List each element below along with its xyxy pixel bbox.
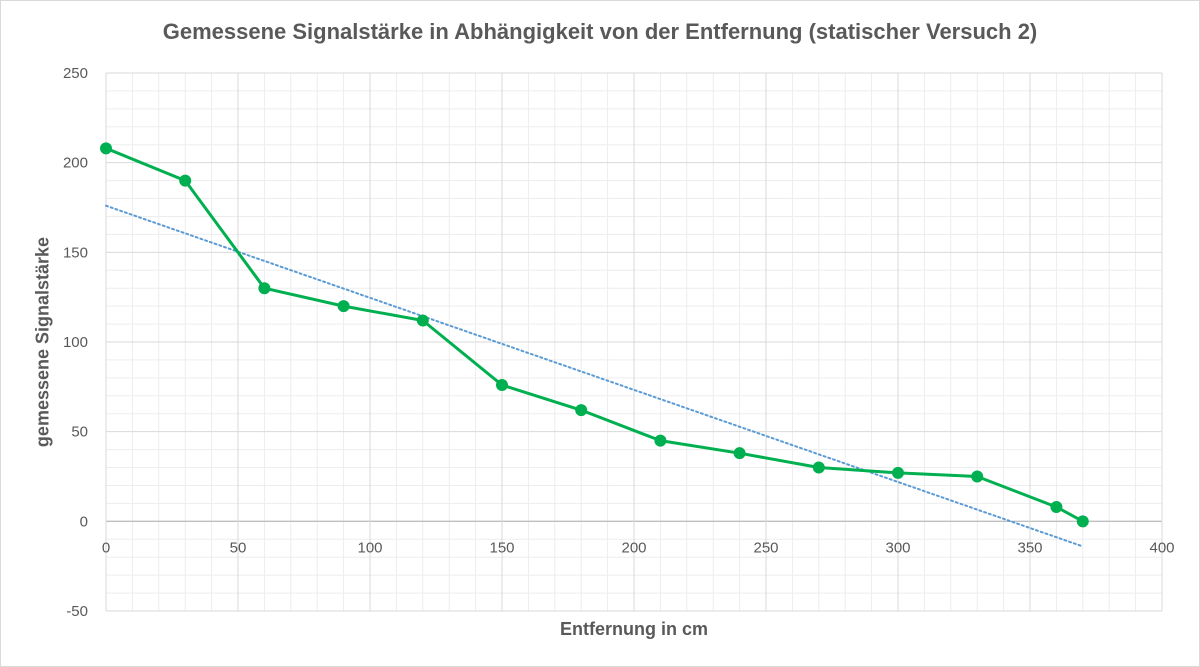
y-tick-label: 200	[63, 155, 88, 172]
trendline-layer	[105, 204, 1084, 548]
x-tick-label: 400	[1149, 539, 1174, 556]
series-layer	[100, 142, 1089, 528]
x-tick-label: 200	[621, 539, 646, 556]
x-tick-label: 300	[885, 539, 910, 556]
data-point-marker	[1050, 500, 1063, 513]
x-tick-labels: 0 50 100 150 200 250 300 350 400	[102, 539, 1175, 556]
major-gridlines	[105, 72, 1163, 612]
y-tick-label: 150	[63, 244, 88, 261]
y-tick-labels: -50 0 50 100 150 200 250	[63, 65, 88, 620]
x-axis-title: Entfernung in cm	[560, 619, 708, 639]
data-point-marker	[654, 434, 667, 447]
y-tick-label: -50	[66, 603, 88, 620]
x-tick-label: 100	[357, 539, 382, 556]
data-point-marker	[179, 174, 192, 187]
x-tick-label: 350	[1017, 539, 1042, 556]
data-point-marker	[1076, 515, 1089, 528]
data-point-marker	[812, 461, 825, 474]
data-point-marker	[892, 466, 904, 479]
data-point-marker	[575, 404, 588, 417]
chart-title: Gemessene Signalstärke in Abhängigkeit v…	[162, 19, 1038, 44]
data-point-marker	[416, 314, 429, 327]
series-line	[105, 146, 1084, 523]
x-tick-label: 150	[489, 539, 514, 556]
x-tick-label: 0	[102, 539, 110, 556]
y-tick-label: 100	[63, 334, 88, 351]
data-point-marker	[337, 300, 350, 313]
y-tick-label: 50	[71, 424, 88, 441]
x-tick-label: 250	[753, 539, 778, 556]
data-point-marker	[496, 379, 508, 392]
trendline	[105, 204, 1084, 548]
y-tick-label: 250	[63, 65, 88, 82]
data-point-marker	[733, 447, 746, 460]
data-point-marker	[100, 142, 112, 155]
y-tick-label: 0	[80, 513, 88, 530]
data-point-marker	[258, 282, 271, 295]
data-point-marker	[971, 470, 984, 483]
x-tick-label: 50	[230, 539, 247, 556]
